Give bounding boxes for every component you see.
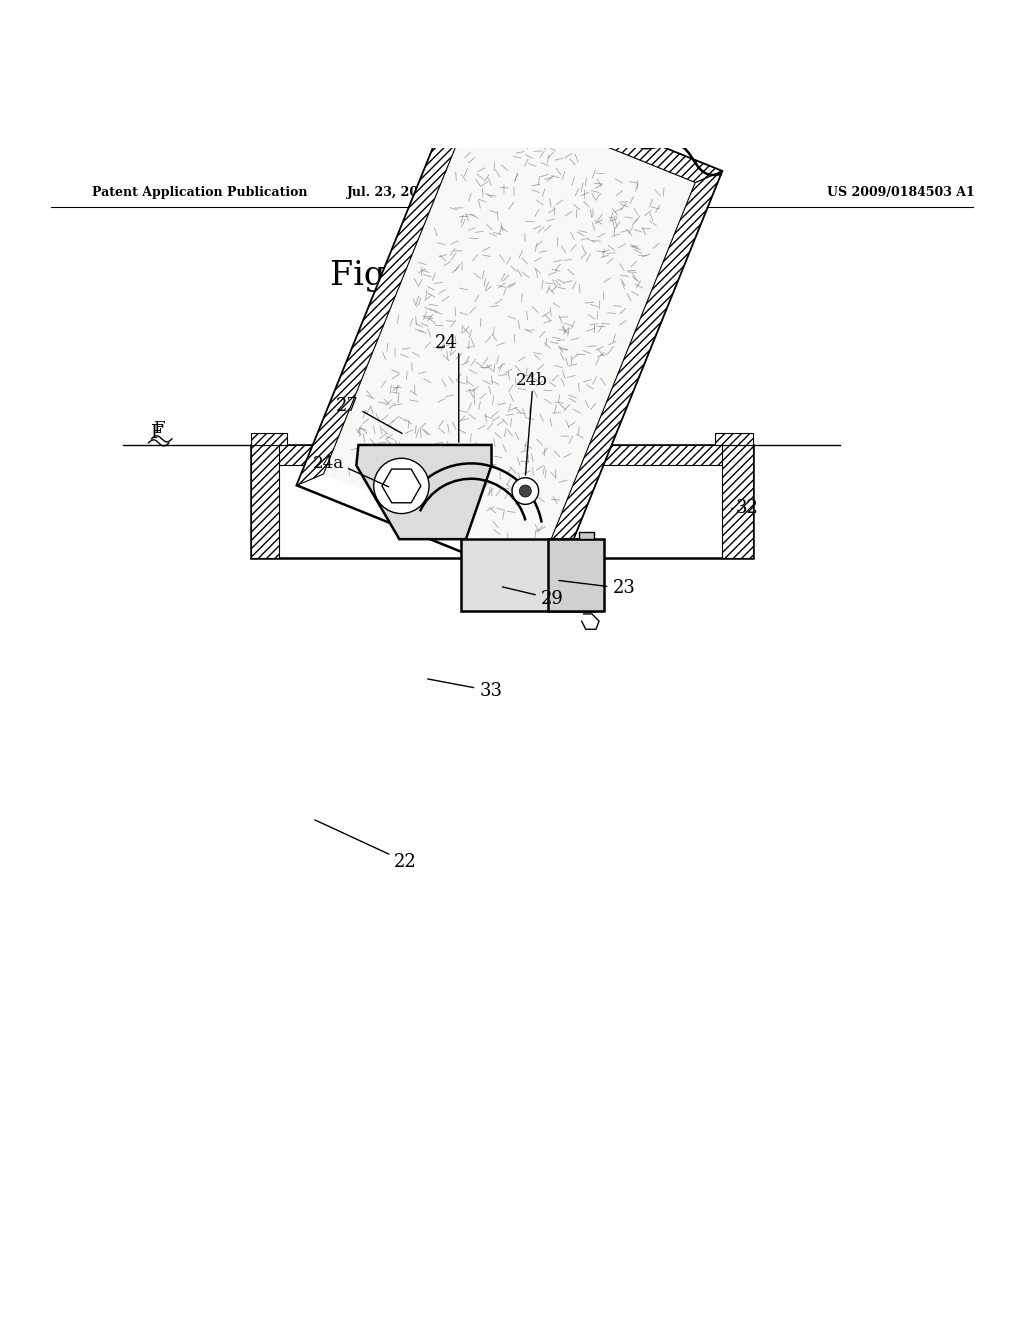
Text: 24: 24	[435, 334, 458, 351]
Text: Fig. 4: Fig. 4	[330, 260, 428, 292]
Polygon shape	[382, 469, 421, 503]
Polygon shape	[548, 539, 604, 611]
Circle shape	[519, 484, 531, 498]
Text: Jul. 23, 2009   Sheet 4 of 9: Jul. 23, 2009 Sheet 4 of 9	[347, 186, 534, 198]
Text: 24a: 24a	[312, 455, 343, 471]
Polygon shape	[297, 67, 722, 589]
Text: 27: 27	[336, 397, 358, 414]
Polygon shape	[324, 94, 695, 562]
Text: F: F	[151, 424, 163, 442]
Polygon shape	[251, 433, 287, 445]
Text: 23: 23	[559, 579, 635, 598]
Text: 29: 29	[503, 587, 563, 607]
Polygon shape	[251, 445, 753, 557]
Polygon shape	[461, 539, 594, 611]
Text: 33: 33	[428, 678, 502, 700]
Circle shape	[374, 458, 429, 513]
Polygon shape	[715, 433, 753, 445]
Text: US 2009/0184503 A1: US 2009/0184503 A1	[827, 186, 975, 198]
Polygon shape	[722, 445, 753, 557]
Polygon shape	[542, 172, 722, 589]
Text: 32: 32	[735, 499, 758, 517]
Circle shape	[512, 478, 539, 504]
Polygon shape	[251, 445, 279, 557]
Polygon shape	[297, 67, 477, 486]
Polygon shape	[466, 67, 722, 182]
Polygon shape	[251, 445, 753, 466]
Text: F: F	[153, 420, 165, 437]
Text: Patent Application Publication: Patent Application Publication	[92, 186, 307, 198]
Polygon shape	[579, 532, 594, 539]
Text: 24b: 24b	[516, 372, 548, 389]
Text: 22: 22	[314, 820, 417, 871]
Polygon shape	[356, 445, 492, 539]
